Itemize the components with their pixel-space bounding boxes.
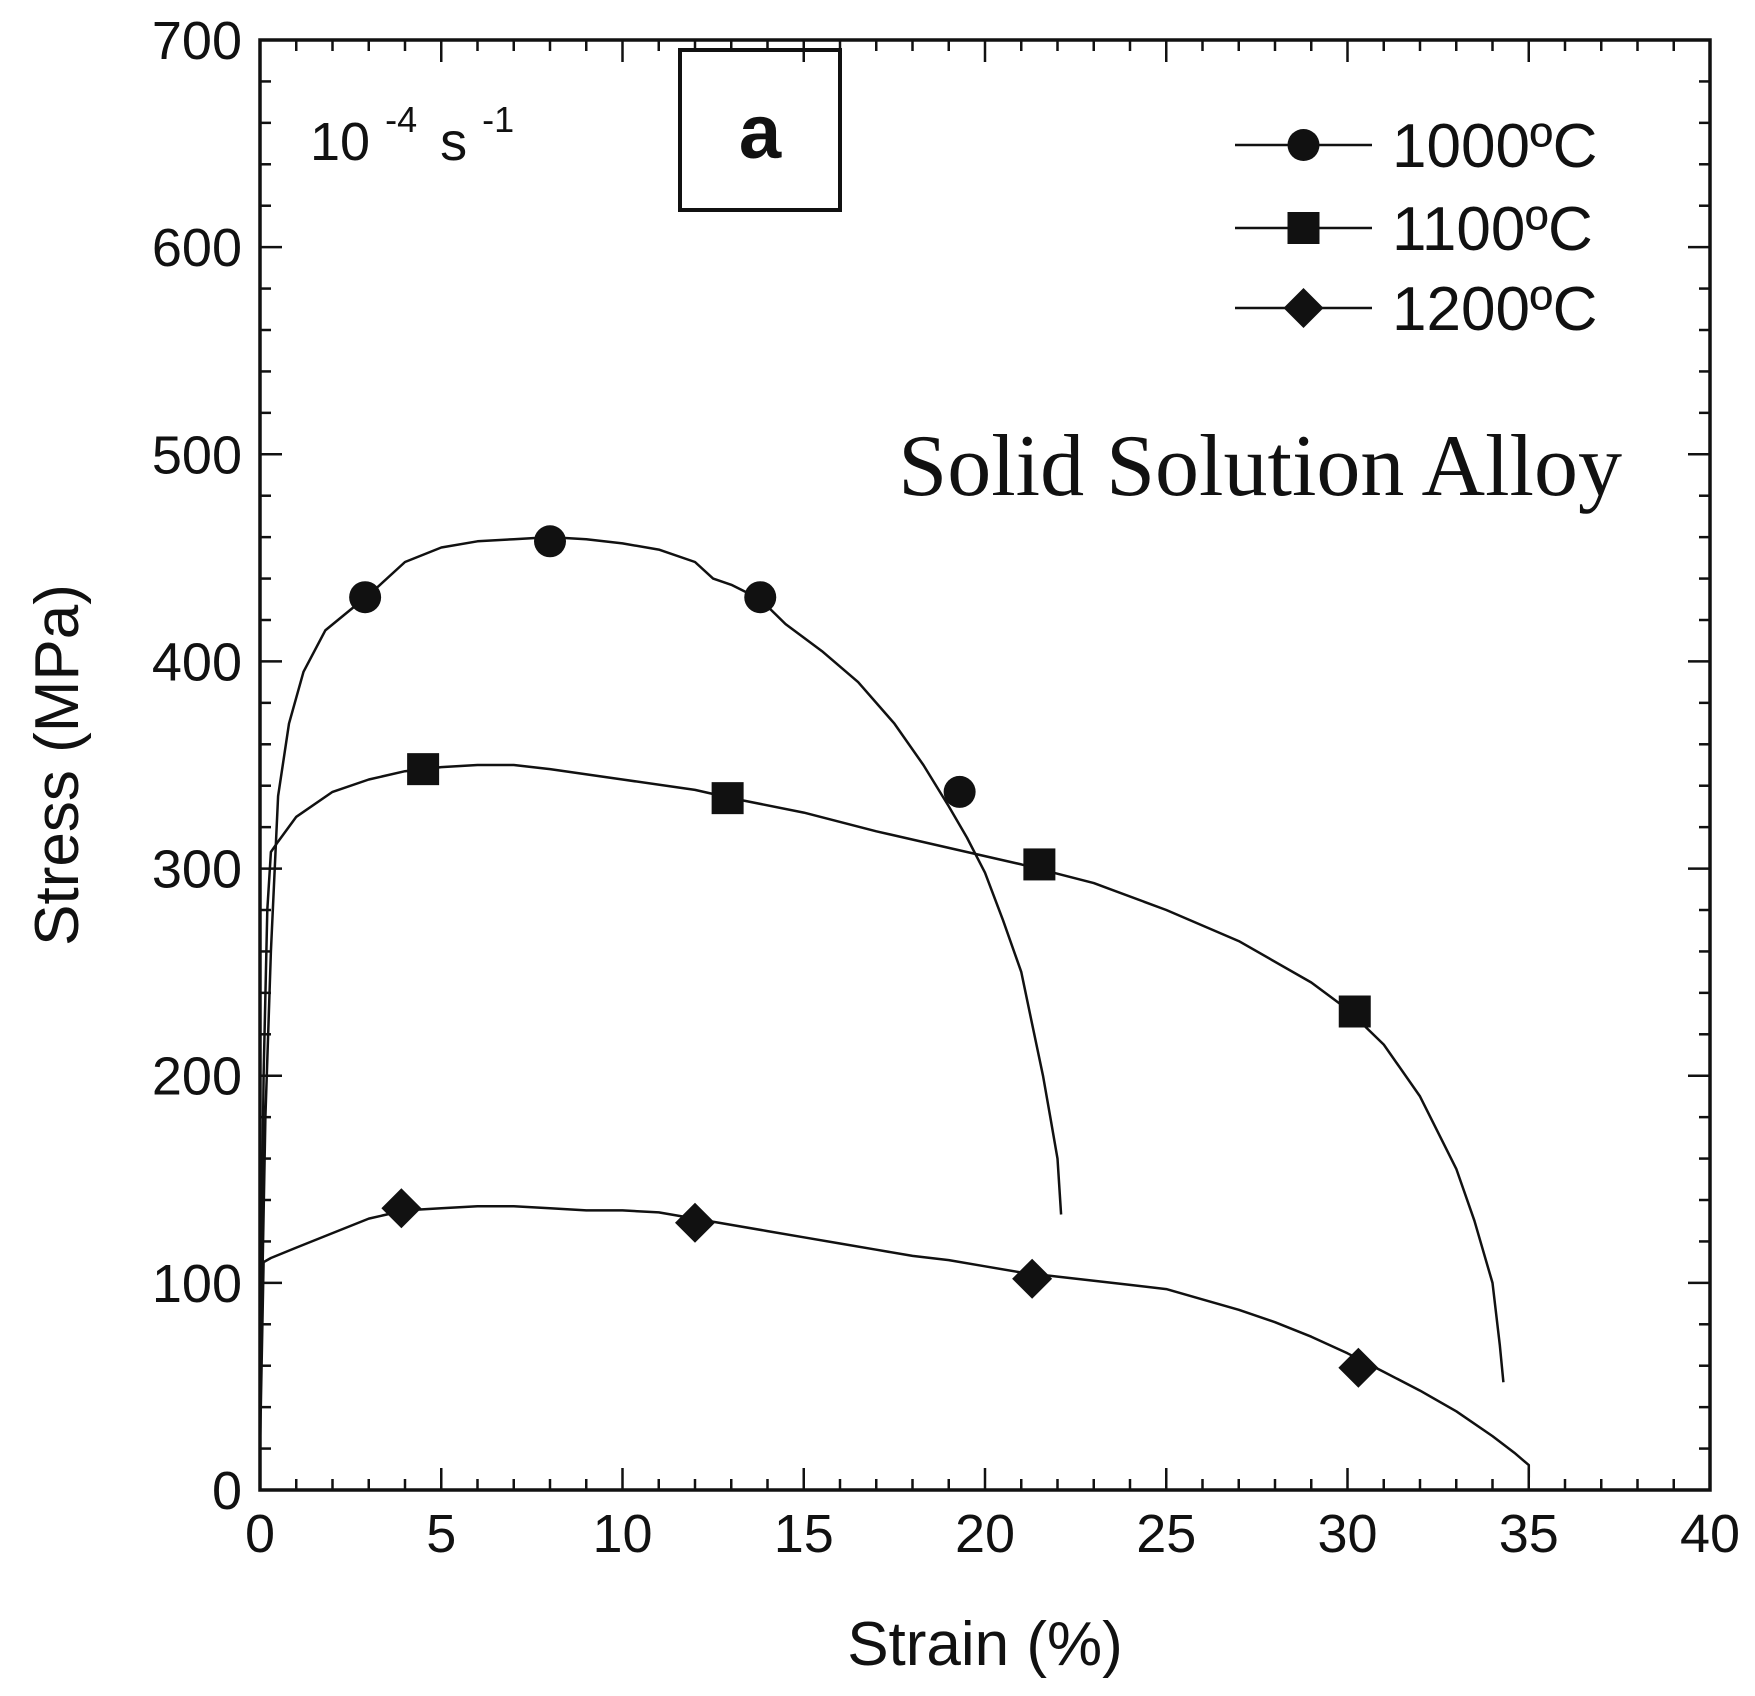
y-axis-title: Stress (MPa) xyxy=(23,584,92,946)
series-square xyxy=(258,753,1505,1408)
y-tick-label: 400 xyxy=(152,632,242,692)
legend-label: 1000ºC xyxy=(1392,112,1597,181)
x-tick-label: 25 xyxy=(1136,1504,1196,1564)
y-tick-labels: 0 100 200 300 400 500 600 700 xyxy=(152,11,242,1521)
data-point-circle xyxy=(943,775,976,808)
y-tick-label: 700 xyxy=(152,11,242,71)
data-point-square xyxy=(407,753,440,786)
data-point-diamond xyxy=(1338,1347,1379,1388)
series-layer xyxy=(258,525,1531,1478)
series-line-circle xyxy=(258,535,1063,1408)
legend-marker-square xyxy=(1287,212,1320,244)
data-point-square xyxy=(1338,995,1371,1028)
y-tick-label: 300 xyxy=(152,840,242,900)
strain-rate-unit: s xyxy=(440,112,467,172)
data-point-square xyxy=(711,782,744,815)
series-diamond xyxy=(258,1188,1531,1478)
svg-text:10 -4 s -1: 10 -4 s -1 xyxy=(310,84,514,172)
y-tick-label: 100 xyxy=(152,1254,242,1314)
data-point-circle xyxy=(744,581,777,614)
data-point-diamond xyxy=(381,1188,422,1229)
y-tick-label: 0 xyxy=(212,1461,242,1521)
legend-label: 1100ºC xyxy=(1392,195,1593,264)
data-point-diamond xyxy=(1012,1258,1053,1299)
panel-label-box: a xyxy=(678,48,842,212)
y-tick-label: 500 xyxy=(152,425,242,485)
legend-marker-circle xyxy=(1287,129,1320,161)
x-tick-label: 20 xyxy=(955,1504,1015,1564)
alloy-annotation: Solid Solution Alloy xyxy=(898,418,1622,515)
series-circle xyxy=(258,525,1063,1408)
panel-label: a xyxy=(739,90,782,175)
data-point-circle xyxy=(534,525,566,558)
legend-marker-diamond xyxy=(1283,288,1324,328)
strain-rate-label: 10 -4 s -1 xyxy=(310,84,514,172)
x-tick-label: 40 xyxy=(1680,1504,1740,1564)
strain-rate-base: 10 xyxy=(310,112,370,172)
legend: 1000ºC 1100ºC 1200ºC xyxy=(1235,112,1597,344)
data-point-square xyxy=(1023,848,1056,881)
x-tick-label: 0 xyxy=(245,1504,275,1564)
x-tick-label: 15 xyxy=(774,1504,834,1564)
x-axis-title: Strain (%) xyxy=(847,1610,1123,1679)
legend-label: 1200ºC xyxy=(1392,275,1597,344)
data-point-diamond xyxy=(675,1202,715,1243)
strain-rate-base-exponent: -4 xyxy=(385,99,417,140)
x-tick-label: 10 xyxy=(592,1504,652,1564)
strain-rate-unit-exponent: -1 xyxy=(482,99,514,140)
axis-ticks xyxy=(258,38,1712,1492)
series-line-square xyxy=(258,763,1505,1408)
y-tick-label: 200 xyxy=(152,1047,242,1107)
y-tick-label: 600 xyxy=(152,218,242,278)
series-line-diamond xyxy=(258,1204,1531,1478)
x-tick-label: 35 xyxy=(1499,1504,1559,1564)
x-tick-label: 30 xyxy=(1317,1504,1377,1564)
x-tick-label: 5 xyxy=(426,1504,456,1564)
data-point-circle xyxy=(349,581,382,614)
x-tick-labels: 0 5 10 15 20 25 30 35 40 xyxy=(245,1504,1740,1564)
